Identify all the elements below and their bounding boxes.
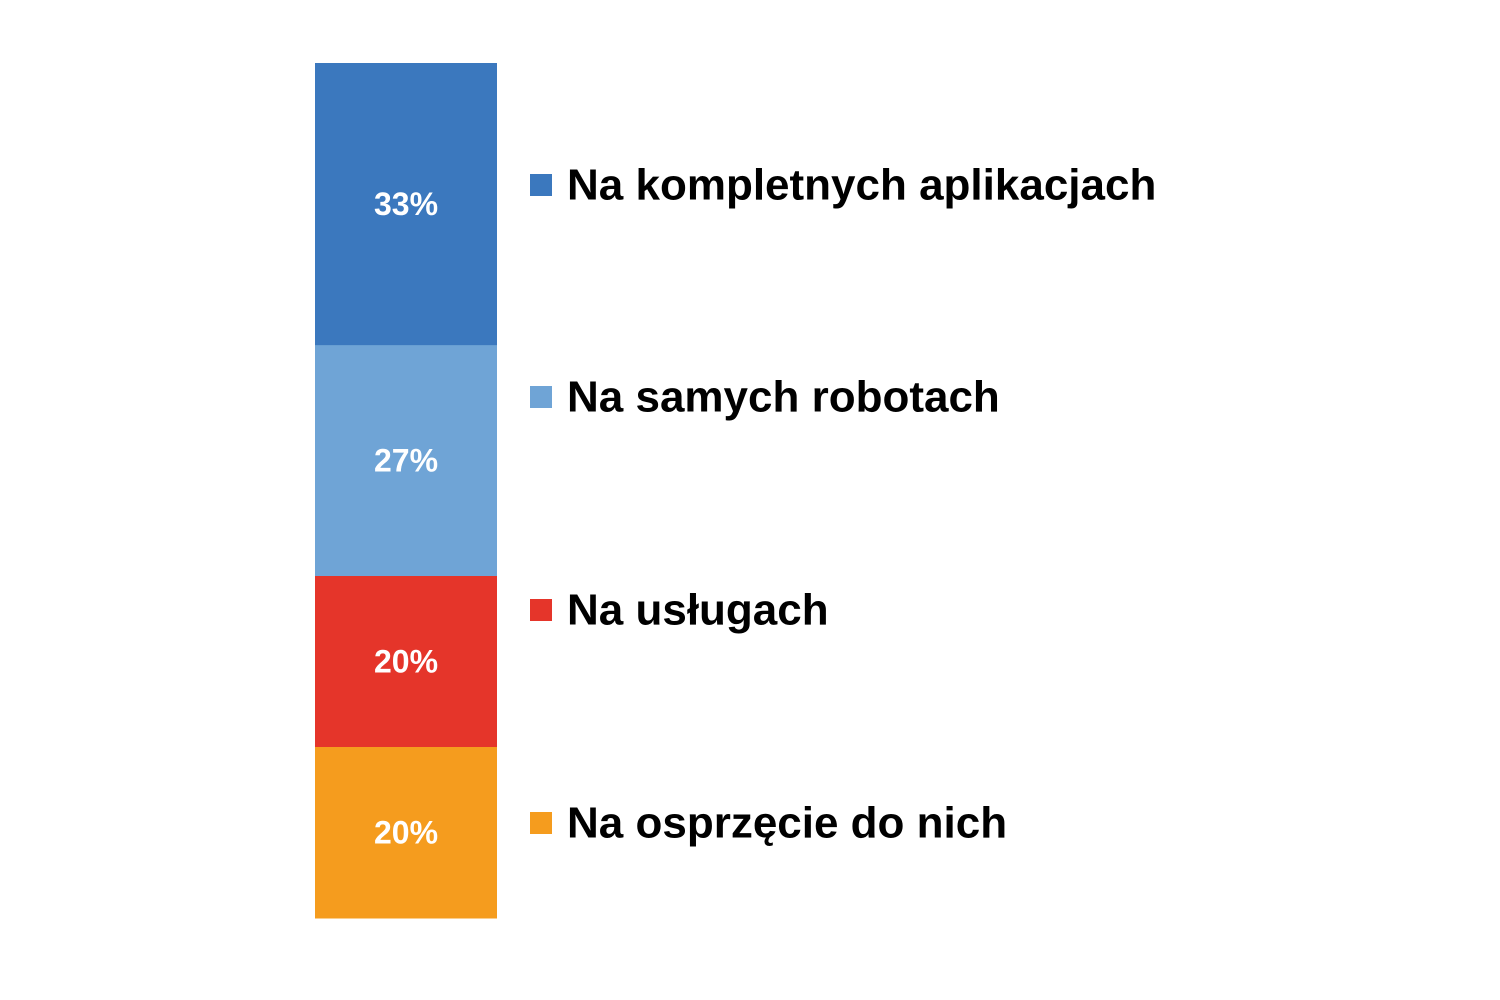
legend-swatch-1 — [530, 174, 552, 196]
legend-label-4: Na osprzęcie do nich — [567, 799, 1007, 848]
bar-segment-1 — [315, 63, 497, 346]
legend-swatch-4 — [530, 812, 552, 834]
stacked-bar: 33% 27% 20% 20% — [315, 63, 497, 919]
bar-segment-2 — [315, 345, 497, 577]
legend-swatch-2 — [530, 386, 552, 408]
data-label-3: 20% — [374, 644, 438, 680]
data-label-2: 27% — [374, 443, 438, 479]
data-label-1: 33% — [374, 186, 438, 222]
data-label-4: 20% — [374, 815, 438, 851]
bar-segment-4 — [315, 747, 497, 919]
bar-segment-3 — [315, 576, 497, 748]
legend-label-3: Na usługach — [567, 586, 829, 635]
legend: Na kompletnych aplikacjach Na samych robo… — [530, 161, 1156, 848]
legend-label-2: Na samych robotach — [567, 373, 1000, 422]
legend-swatch-3 — [530, 599, 552, 621]
legend-label-1: Na kompletnych aplikacjach — [567, 161, 1156, 210]
